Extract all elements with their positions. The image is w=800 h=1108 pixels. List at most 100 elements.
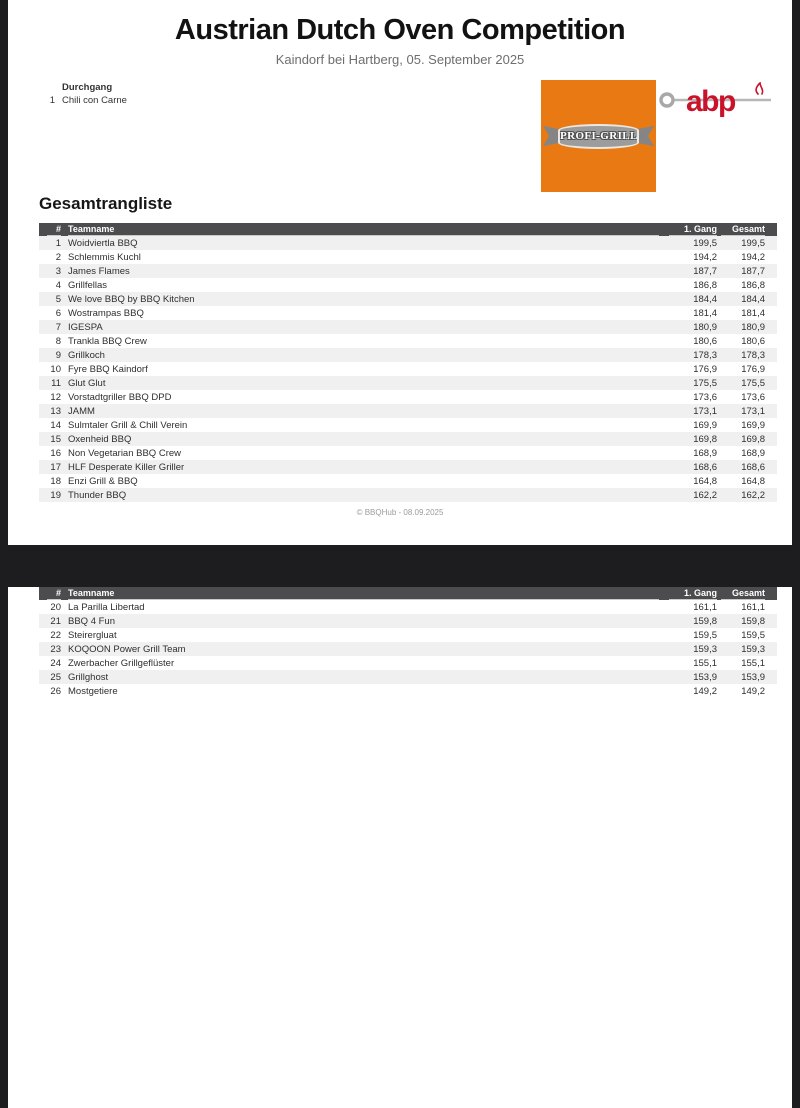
cell-rank: 22 xyxy=(50,630,61,641)
durchgang-number: 1 xyxy=(49,95,55,106)
table-row: 12 Vorstadtgriller BBQ DPD 173,6 173,6 xyxy=(39,390,777,404)
cell-gang1: 181,4 xyxy=(693,308,717,319)
cell-gesamt: 161,1 xyxy=(741,602,765,613)
cell-rank: 19 xyxy=(39,488,61,502)
cell-gesamt: 186,8 xyxy=(741,280,765,291)
cell-rank: 26 xyxy=(50,686,61,697)
cell-teamname: Glut Glut xyxy=(61,376,669,390)
table-row: 15 Oxenheid BBQ 169,8 169,8 xyxy=(39,432,777,446)
table-row: 23 KOQOON Power Grill Team 159,3 159,3 xyxy=(39,642,777,656)
cell-rank: 21 xyxy=(39,614,61,628)
cell-gang1: 159,3 xyxy=(669,642,721,656)
cell-gang1: 176,9 xyxy=(693,364,717,375)
cell-gesamt: 159,8 xyxy=(721,614,777,628)
cell-gesamt: 173,6 xyxy=(741,392,765,403)
cell-rank: 14 xyxy=(50,420,61,431)
cell-teamname: Thunder BBQ xyxy=(61,488,669,502)
cell-gang1: 187,7 xyxy=(669,264,721,278)
column-header-gang1: 1. Gang xyxy=(669,587,721,600)
cell-gesamt: 180,9 xyxy=(721,320,777,334)
ranking-table-page1: # Teamname 1. Gang Gesamt 1 Woidviertla … xyxy=(39,223,777,502)
durchgang-number-spacer xyxy=(41,81,55,94)
table-row: 25 Grillghost 153,9 153,9 xyxy=(39,670,777,684)
page-title: Austrian Dutch Oven Competition xyxy=(174,14,626,46)
cell-gang1: 180,6 xyxy=(693,336,717,347)
cell-gesamt: 173,1 xyxy=(721,404,777,418)
cell-teamname: Sulmtaler Grill & Chill Verein xyxy=(68,420,188,431)
cell-gesamt: 168,6 xyxy=(721,460,777,474)
cell-gang1: 162,2 xyxy=(669,488,721,502)
section-title-gesamtrangliste: Gesamtrangliste xyxy=(39,194,173,213)
cell-teamname: La Parilla Libertad xyxy=(68,602,145,613)
cell-rank: 15 xyxy=(39,432,61,446)
cell-rank: 8 xyxy=(55,336,61,347)
cell-rank: 10 xyxy=(50,364,61,375)
cell-gang1: 159,5 xyxy=(693,630,717,641)
cell-teamname: Steirergluat xyxy=(68,630,117,641)
cell-gesamt: 155,1 xyxy=(741,658,765,669)
column-header-teamname: Teamname xyxy=(61,587,669,600)
profi-grill-label: PROFI-GRILL xyxy=(558,123,639,149)
table-row: 13 JAMM 173,1 173,1 xyxy=(39,404,777,418)
sponsor-logos: PROFI-GRILL abp xyxy=(541,80,800,192)
cell-gang1: 161,1 xyxy=(693,602,717,613)
cell-teamname: Schlemmis Kuchl xyxy=(68,252,141,263)
durchgang-row: 1 Chili con Carne xyxy=(41,94,127,107)
cell-teamname: Grillfellas xyxy=(68,280,108,291)
cell-gang1: 178,3 xyxy=(669,348,721,362)
cell-gang1: 164,8 xyxy=(693,476,717,487)
table-row: 16 Non Vegetarian BBQ Crew 168,9 168,9 xyxy=(39,446,777,460)
cell-gesamt: 199,5 xyxy=(721,236,777,250)
cell-gesamt: 176,9 xyxy=(741,364,765,375)
cell-gesamt: 159,3 xyxy=(721,642,777,656)
page-subtitle: Kaindorf bei Hartberg, 05. September 202… xyxy=(275,52,525,67)
table-row: 19 Thunder BBQ 162,2 162,2 xyxy=(39,488,777,502)
cell-teamname: HLF Desperate Killer Griller xyxy=(61,460,669,474)
cell-gang1: 173,1 xyxy=(669,404,721,418)
cell-rank: 12 xyxy=(50,392,61,403)
column-header-teamname: Teamname xyxy=(61,223,669,236)
cell-teamname: Woidviertla BBQ xyxy=(61,236,669,250)
cell-gesamt: 168,9 xyxy=(741,448,765,459)
cell-gang1: 180,9 xyxy=(669,320,721,334)
cell-rank: 25 xyxy=(39,670,61,684)
table-header-row: # Teamname 1. Gang Gesamt xyxy=(39,223,777,236)
ranking-table-page2: # Teamname 1. Gang Gesamt 20 La Parilla … xyxy=(39,587,777,698)
column-header-gesamt: Gesamt xyxy=(721,223,777,236)
cell-teamname: Fyre BBQ Kaindorf xyxy=(68,364,148,375)
table-head: # Teamname 1. Gang Gesamt xyxy=(39,587,777,600)
cell-teamname: Grillghost xyxy=(61,670,669,684)
cell-teamname: Oxenheid BBQ xyxy=(61,432,669,446)
cell-teamname: Grillkoch xyxy=(61,348,669,362)
cell-gesamt: 194,2 xyxy=(741,252,765,263)
column-header-rank: # xyxy=(39,223,61,236)
cell-gesamt: 180,6 xyxy=(741,336,765,347)
table-row: 1 Woidviertla BBQ 199,5 199,5 xyxy=(39,236,777,250)
cell-gesamt: 162,2 xyxy=(721,488,777,502)
table-row: 20 La Parilla Libertad 161,1 161,1 xyxy=(39,600,777,614)
table-body-page1: 1 Woidviertla BBQ 199,5 199,5 2 Schlemmi… xyxy=(39,236,777,502)
cell-gesamt: 184,4 xyxy=(721,292,777,306)
table-row: 9 Grillkoch 178,3 178,3 xyxy=(39,348,777,362)
cell-rank: 24 xyxy=(50,658,61,669)
cell-gesamt: 175,5 xyxy=(721,376,777,390)
skewer-ring xyxy=(659,92,675,108)
table-row: 24 Zwerbacher Grillgeflüster 155,1 155,1 xyxy=(39,656,777,670)
cell-teamname: KOQOON Power Grill Team xyxy=(61,642,669,656)
table-row: 6 Wostrampas BBQ 181,4 181,4 xyxy=(39,306,777,320)
cell-teamname: Trankla BBQ Crew xyxy=(68,336,147,347)
cell-rank: 9 xyxy=(39,348,61,362)
cell-rank: 16 xyxy=(50,448,61,459)
cell-gang1: 175,5 xyxy=(669,376,721,390)
document-page-2: # Teamname 1. Gang Gesamt 20 La Parilla … xyxy=(8,587,792,1108)
table-row: 14 Sulmtaler Grill & Chill Verein 169,9 … xyxy=(39,418,777,432)
table-row: 10 Fyre BBQ Kaindorf 176,9 176,9 xyxy=(39,362,777,376)
profi-grill-logo: PROFI-GRILL xyxy=(541,80,656,192)
cell-gang1: 194,2 xyxy=(693,252,717,263)
ribbon-tail-right xyxy=(634,125,654,147)
cell-gang1: 149,2 xyxy=(693,686,717,697)
cell-rank: 3 xyxy=(39,264,61,278)
cell-gesamt: 169,8 xyxy=(721,432,777,446)
abp-logo: abp xyxy=(659,82,771,118)
table-row: 17 HLF Desperate Killer Griller 168,6 16… xyxy=(39,460,777,474)
